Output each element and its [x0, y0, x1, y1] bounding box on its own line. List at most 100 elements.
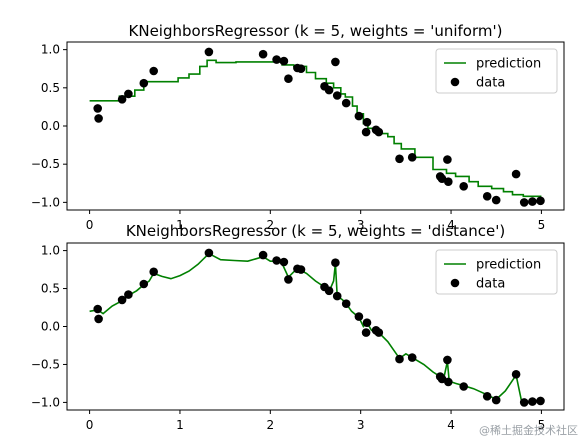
data-point — [362, 318, 372, 328]
data-point — [296, 265, 306, 274]
watermark: @稀土掘金技术社区 — [479, 424, 578, 437]
data-point — [117, 95, 127, 104]
data-point — [528, 197, 537, 206]
data-point — [204, 47, 214, 57]
legend-data-label: data — [476, 76, 505, 91]
axes-frame — [66, 41, 565, 211]
data-point — [354, 312, 364, 321]
x-tick-label: 3 — [357, 218, 365, 232]
y-tick-label: −1.0 — [31, 195, 60, 209]
legend-box — [435, 48, 558, 94]
data-point — [519, 398, 529, 407]
y-tick-label: 0.0 — [41, 119, 60, 133]
data-point — [149, 267, 158, 277]
legend-prediction-label: prediction — [476, 57, 541, 72]
x-tick-label: 5 — [538, 218, 546, 232]
data-point — [519, 198, 529, 207]
x-tick-label: 0 — [86, 218, 94, 232]
y-tick-label: 1.0 — [41, 43, 60, 57]
data-point — [272, 256, 281, 265]
data-point — [124, 290, 133, 299]
data-point — [395, 154, 404, 164]
data-point — [361, 328, 371, 337]
data-point — [331, 258, 340, 268]
y-tick-label: 1.0 — [41, 244, 60, 258]
x-tick-label: 1 — [176, 218, 184, 232]
y-tick-label: −1.0 — [31, 395, 60, 409]
legend-prediction-label: prediction — [476, 258, 541, 273]
data-point — [332, 291, 342, 301]
data-point — [279, 257, 289, 267]
legend-data-swatch — [450, 77, 460, 87]
data-point — [93, 104, 102, 113]
data-point — [362, 117, 372, 127]
data-point — [459, 182, 469, 191]
chart-title: KNeighborsRegressor (k = 5, weights = 'u… — [129, 22, 503, 40]
data-point — [324, 286, 334, 296]
legend-data-label: data — [476, 277, 505, 292]
x-tick-label: 4 — [447, 418, 455, 432]
data-point — [258, 250, 268, 260]
data-point — [331, 57, 340, 67]
data-point — [511, 370, 521, 379]
prediction-line — [89, 59, 542, 198]
data-point — [341, 299, 351, 309]
data-point — [149, 66, 158, 76]
data-point — [374, 328, 384, 337]
data-point — [124, 89, 133, 99]
data-point — [491, 395, 501, 405]
data-point — [284, 275, 293, 284]
data-point — [395, 354, 404, 364]
data-point — [482, 392, 492, 401]
y-tick-label: 0.0 — [41, 320, 60, 334]
data-point — [94, 314, 103, 324]
data-point — [444, 377, 453, 387]
data-point — [324, 85, 334, 95]
y-tick-label: 0.5 — [41, 282, 60, 296]
data-point — [459, 382, 469, 391]
data-point — [139, 78, 149, 88]
data-point — [272, 55, 281, 64]
x-tick-label: 1 — [176, 418, 184, 432]
data-point — [444, 177, 453, 186]
data-point — [296, 64, 306, 73]
distance-chart: 1.0 0.5 0.0 −0.5 −1.0 0 1 2 3 4 5 KNeighborsRegress… — [31, 222, 565, 432]
y-tick-label: −0.5 — [31, 357, 60, 371]
data-point — [443, 355, 452, 365]
data-point — [511, 169, 521, 179]
data-point — [536, 196, 545, 206]
x-tick-label: 0 — [86, 418, 94, 432]
data-point — [204, 248, 214, 258]
x-tick-label: 5 — [538, 418, 546, 432]
data-point — [93, 304, 102, 314]
x-tick-label: 2 — [266, 218, 274, 232]
prediction-line — [89, 252, 542, 404]
legend-box — [435, 249, 558, 295]
axes-frame — [66, 242, 565, 411]
data-point — [361, 127, 371, 137]
data-point — [407, 353, 417, 362]
data-point — [341, 98, 351, 108]
data-point — [258, 49, 268, 59]
data-point — [94, 114, 103, 123]
data-point — [139, 279, 149, 289]
data-point — [443, 155, 452, 164]
data-point — [284, 74, 293, 83]
legend-data-swatch — [450, 278, 460, 288]
data-point — [117, 295, 127, 305]
data-point — [482, 192, 492, 201]
x-tick-label: 2 — [266, 418, 274, 432]
y-tick-label: 0.5 — [41, 81, 60, 95]
data-point — [374, 127, 384, 137]
x-tick-label: 3 — [357, 418, 365, 432]
data-point — [332, 91, 342, 100]
data-point — [407, 153, 417, 162]
uniform-chart: 1.0 0.5 0.0 −0.5 −1.0 0 1 2 3 4 5 KNeighborsRegress… — [31, 22, 565, 232]
data-point — [354, 111, 364, 121]
data-point — [536, 396, 545, 406]
x-tick-label: 4 — [447, 218, 455, 232]
data-point — [279, 56, 289, 66]
data-point — [528, 397, 537, 406]
chart-title: KNeighborsRegressor (k = 5, weights = 'd… — [126, 222, 505, 240]
